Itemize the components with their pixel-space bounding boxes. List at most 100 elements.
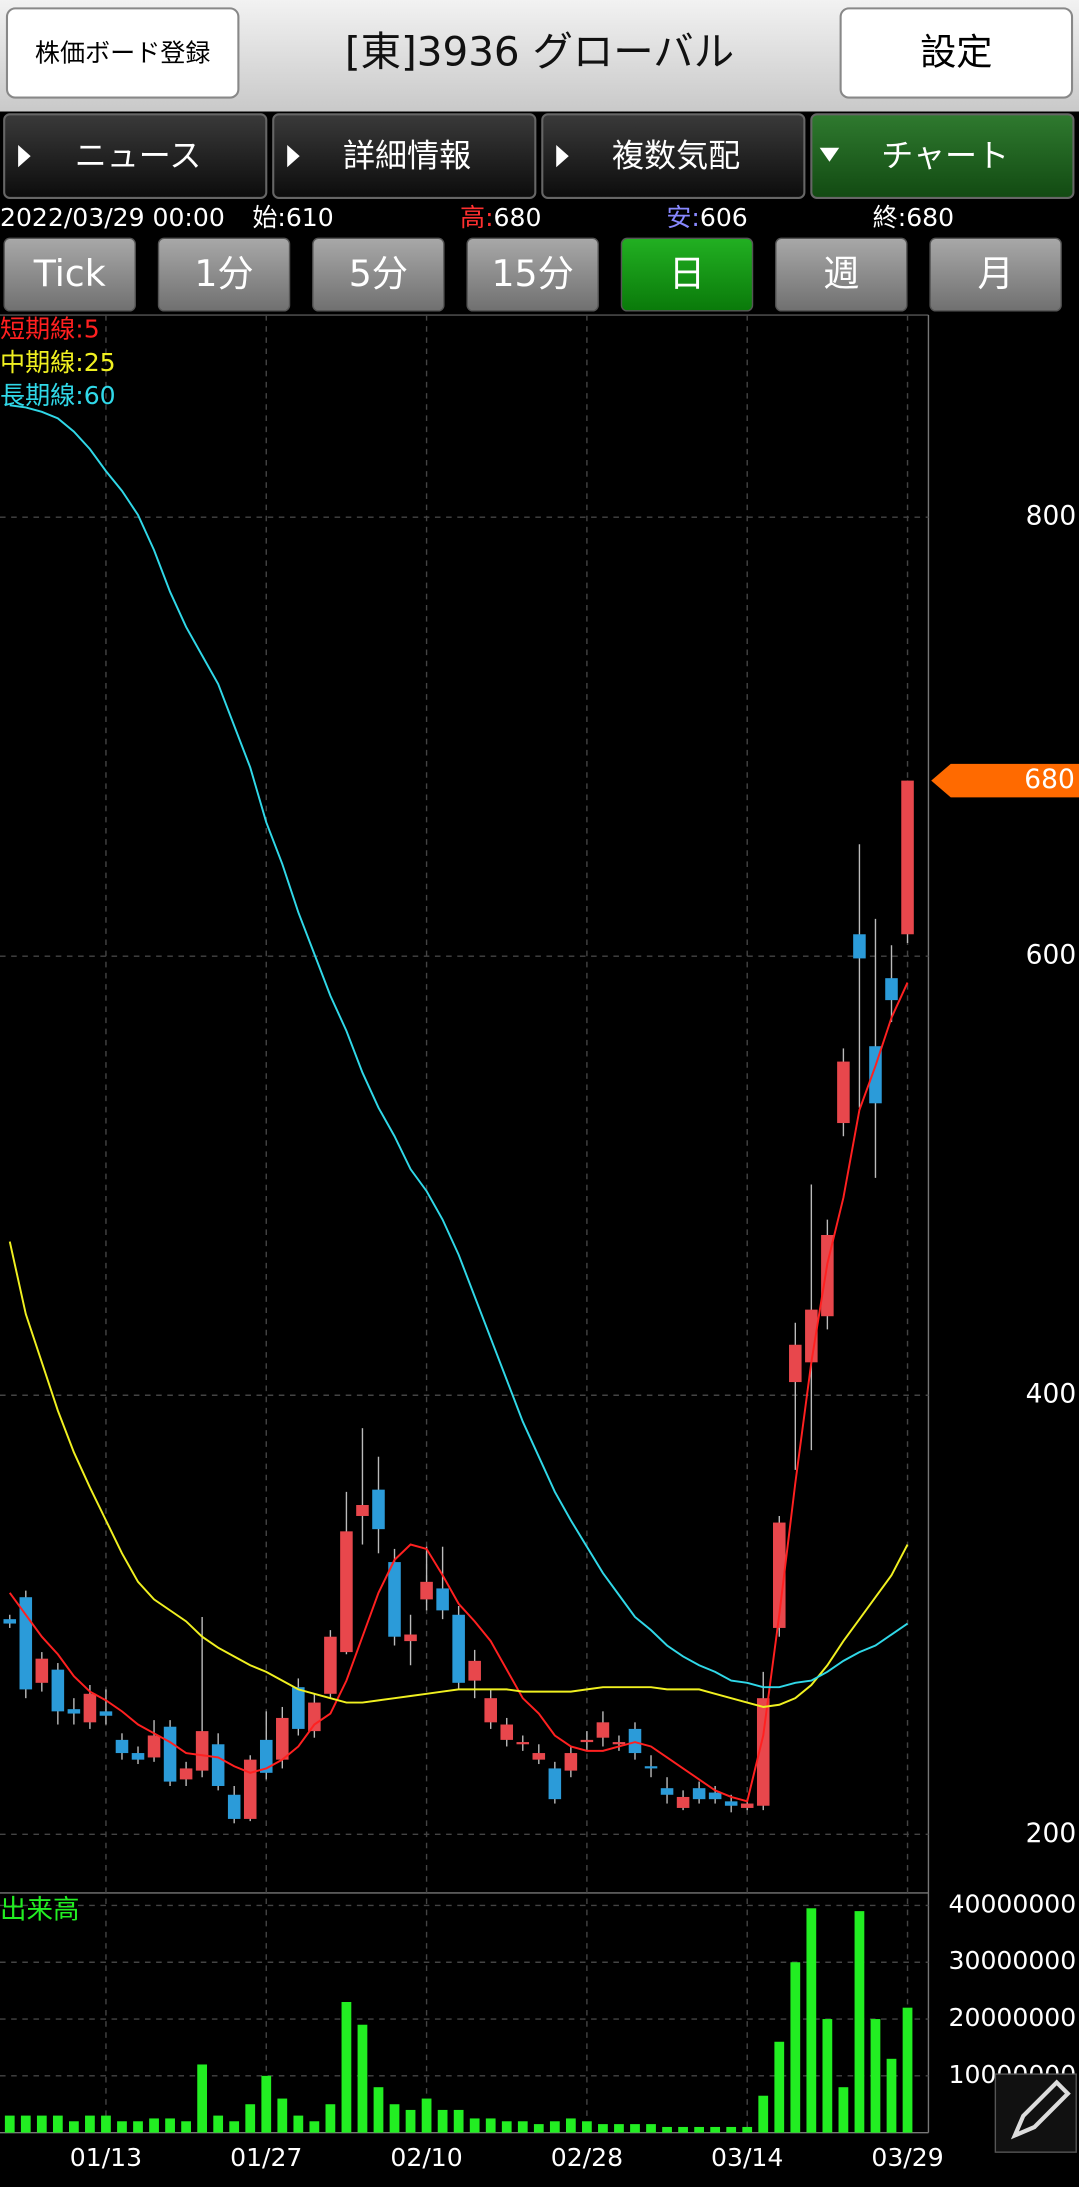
volume-bar [758, 2095, 769, 2133]
price-marker [931, 763, 1079, 798]
volume-bar [838, 2087, 849, 2133]
volume-bar [229, 2121, 240, 2133]
tab-label[interactable]: 複数気配 [612, 137, 740, 175]
tab-label[interactable]: チャート [881, 137, 1009, 175]
volume-bar [85, 2115, 95, 2133]
candle-body [548, 1768, 562, 1800]
candle-body [99, 1711, 113, 1716]
volume-bar [197, 2064, 208, 2133]
volume-bar [662, 2126, 672, 2133]
volume-title: 出来高 [0, 1895, 79, 1926]
candle-body [484, 1698, 497, 1723]
edit-button[interactable] [994, 2073, 1077, 2153]
period-label[interactable]: 月 [978, 252, 1014, 295]
candle-body [211, 1744, 225, 1786]
period-button[interactable] [3, 237, 136, 312]
tab[interactable] [541, 113, 806, 199]
moving-average [8, 1241, 909, 1708]
volume-bar [181, 2121, 191, 2133]
volume-bar [469, 2118, 480, 2133]
legend-entry: 短期線:5 [0, 314, 100, 343]
period-label[interactable]: 15分 [491, 252, 573, 295]
candle-body [67, 1709, 81, 1714]
settings-button[interactable] [839, 7, 1074, 99]
tab[interactable] [810, 113, 1075, 199]
volume-bar [277, 2098, 288, 2133]
summary: 2022/03/29 00:00 始:610 高:680 安:606 終:680 [0, 203, 954, 232]
candle-body [372, 1489, 385, 1530]
candle-body [19, 1597, 33, 1690]
candle-body [115, 1739, 129, 1754]
candle-body [308, 1702, 321, 1732]
period-button[interactable] [775, 237, 908, 312]
candle-body [708, 1792, 722, 1800]
settings-button-label[interactable]: 設定 [920, 30, 992, 73]
period-label[interactable]: 5分 [349, 252, 408, 295]
candle-body [837, 1061, 850, 1124]
tab-label[interactable]: 詳細情報 [343, 137, 471, 175]
volume-bar [165, 2118, 175, 2133]
x-tick-label: 03/29 [871, 2143, 943, 2172]
period-label[interactable]: 日 [669, 252, 705, 295]
period-label[interactable]: 週 [823, 252, 859, 295]
volume-bar [213, 2115, 224, 2133]
candle-body [821, 1235, 834, 1317]
period-label[interactable]: 1分 [194, 252, 253, 295]
candle-body [3, 1619, 17, 1624]
candle-body [468, 1660, 481, 1681]
edit-icon[interactable] [994, 2073, 1077, 2153]
candle-body [404, 1634, 417, 1642]
volume-bar [854, 1911, 865, 2133]
volume-bar [341, 2002, 352, 2133]
candle-body [724, 1801, 738, 1806]
board-button-label[interactable]: 株価ボード登録 [35, 38, 211, 67]
candle-body [452, 1614, 465, 1683]
close-label: 終: [873, 203, 907, 232]
volume-bar [69, 2121, 79, 2133]
volume-bar [485, 2118, 496, 2133]
candle-body [789, 1344, 802, 1383]
candle-body [580, 1739, 594, 1743]
tab[interactable] [272, 113, 537, 199]
y-tick-label: 400 [1026, 1379, 1077, 1410]
period-button[interactable] [929, 237, 1062, 312]
candle-body [692, 1788, 706, 1800]
volume-bar [902, 2007, 913, 2133]
volume-bar [886, 2058, 897, 2133]
volume-bar [533, 2124, 544, 2133]
candle-body [500, 1724, 514, 1740]
period-button[interactable] [620, 237, 754, 312]
volume-bar [373, 2087, 384, 2133]
candle-body [163, 1726, 177, 1782]
volume-bar [710, 2126, 721, 2133]
volume-bar [133, 2121, 143, 2133]
tab-label[interactable]: ニュース [75, 137, 202, 175]
volume-bar [870, 2019, 881, 2133]
period-label[interactable]: Tick [33, 252, 106, 295]
tab[interactable] [3, 113, 268, 199]
period-button[interactable] [312, 237, 445, 312]
volume-bar [52, 2115, 63, 2133]
candle-body [869, 1046, 882, 1104]
volume-bar [325, 2104, 336, 2133]
period-button[interactable] [157, 237, 291, 312]
volume-bar [149, 2118, 159, 2133]
volume-bar [437, 2109, 448, 2133]
period-button[interactable] [466, 237, 599, 312]
tab-arrow[interactable] [819, 147, 840, 162]
x-tick-label: 02/10 [390, 2143, 462, 2172]
tab-arrow[interactable] [18, 144, 31, 168]
volume-bar [742, 2126, 753, 2133]
volume-bar [565, 2118, 576, 2133]
low-label: 安: [666, 203, 700, 232]
board-button[interactable] [5, 7, 240, 99]
volume-bar [694, 2126, 704, 2133]
candle-body [292, 1687, 305, 1729]
candle-body [356, 1505, 369, 1516]
candle-body [147, 1735, 161, 1758]
volume-bar [117, 2121, 127, 2133]
volume-bar [4, 2115, 15, 2133]
tab-arrow[interactable] [556, 144, 569, 168]
volume-bar [582, 2121, 592, 2133]
tab-arrow[interactable] [287, 144, 300, 168]
